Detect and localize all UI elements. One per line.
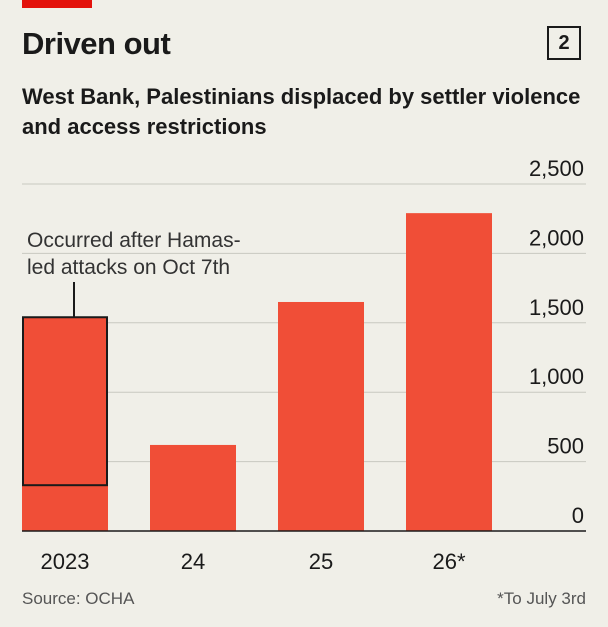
x-tick-label: 25 (309, 549, 333, 574)
y-tick-label: 2,000 (529, 225, 584, 250)
annotation-box (22, 316, 108, 487)
chart-title: Driven out (22, 26, 171, 61)
y-tick-label: 1,500 (529, 295, 584, 320)
x-tick-label: 24 (181, 549, 205, 574)
y-tick-label: 500 (547, 434, 584, 459)
chart-number-badge: 2 (547, 26, 581, 60)
bar-26* (406, 213, 492, 531)
bar-24 (150, 444, 236, 531)
annotation-text-line-2: led attacks on Oct 7th (27, 256, 230, 279)
bar-2023 (22, 317, 108, 531)
source-note: Source: OCHA (22, 589, 135, 608)
footnote: *To July 3rd (497, 589, 586, 608)
y-tick-label: 0 (572, 503, 584, 528)
brand-accent-bar (22, 0, 92, 8)
annotation-text-line-1: Occurred after Hamas- (27, 229, 241, 252)
x-tick-label: 2023 (41, 549, 90, 574)
y-tick-label: 1,000 (529, 364, 584, 389)
x-tick-label: 26* (432, 549, 465, 574)
y-tick-label: 2,500 (529, 156, 584, 181)
bar-25 (278, 301, 364, 531)
chart-subtitle: West Bank, Palestinians displaced by set… (22, 84, 581, 139)
